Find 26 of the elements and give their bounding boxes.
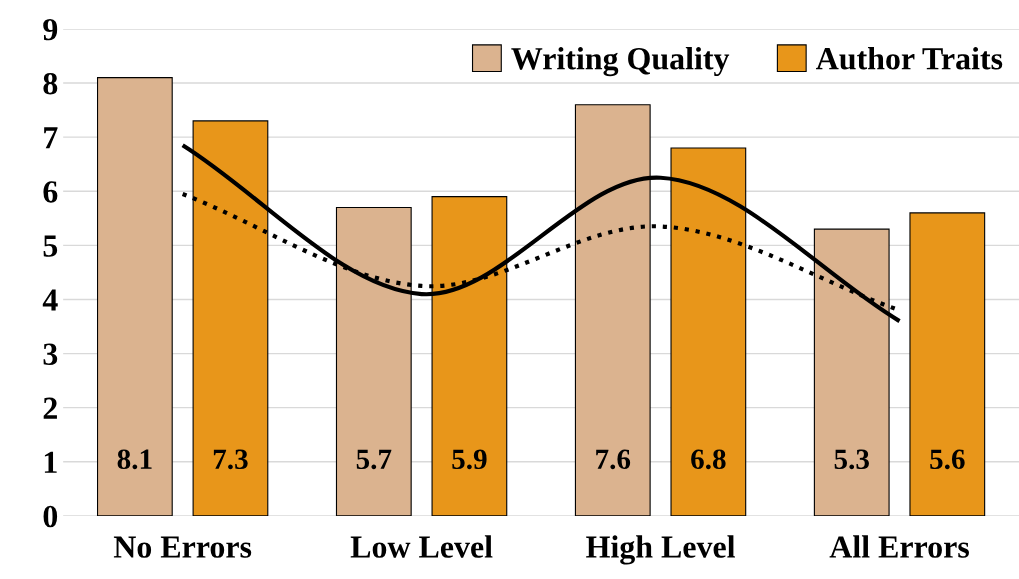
x-tick-label: No Errors bbox=[113, 536, 252, 558]
bar bbox=[96, 77, 173, 516]
x-tick-label: High Level bbox=[586, 535, 735, 565]
y-tick-label: 5 bbox=[43, 235, 58, 257]
data-label: 7.6 bbox=[596, 449, 631, 470]
bar bbox=[909, 212, 986, 516]
x-tick-label: All Errors bbox=[829, 535, 969, 558]
data-label: 5.6 bbox=[930, 449, 965, 470]
data-label: 6.8 bbox=[691, 449, 726, 470]
y-tick-label: 8 bbox=[43, 72, 58, 95]
y-tick-label: 6 bbox=[43, 181, 58, 203]
data-label: 5.9 bbox=[452, 449, 487, 470]
data-label: 8.1 bbox=[117, 449, 152, 470]
data-label: 5.7 bbox=[356, 449, 392, 470]
y-tick-label: 4 bbox=[42, 289, 58, 311]
y-tick-label: 1 bbox=[44, 451, 57, 473]
x-tick-label: Low Level bbox=[350, 535, 493, 558]
legend-label: Writing Quality bbox=[511, 47, 730, 77]
y-tick-label: 7 bbox=[44, 127, 58, 149]
y-tick-label: 2 bbox=[43, 397, 57, 419]
legend-label: Author Traits bbox=[816, 47, 1003, 70]
data-label: 5.3 bbox=[834, 449, 869, 470]
y-tick-label: 3 bbox=[43, 343, 58, 365]
data-label: 7.3 bbox=[213, 449, 248, 470]
y-tick-label: 0 bbox=[43, 505, 58, 528]
y-tick-label: 9 bbox=[43, 18, 58, 41]
